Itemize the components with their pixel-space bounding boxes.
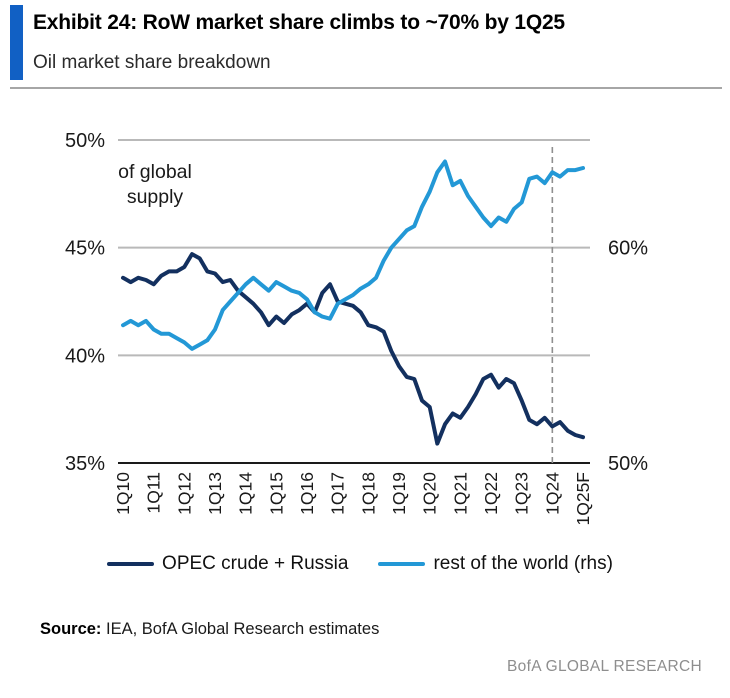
series-line-opec-russia: [121, 252, 585, 446]
legend-item-opec: OPEC crude + Russia: [107, 553, 348, 575]
x-axis-tick: 1Q25F: [573, 472, 593, 526]
left-axis-tick: 35%: [65, 453, 105, 475]
x-axis-tick: 1Q20: [420, 472, 440, 515]
legend-label-row: rest of the world (rhs): [433, 553, 613, 574]
x-axis-tick: 1Q11: [144, 472, 164, 514]
x-axis-tick: 1Q24: [542, 472, 562, 515]
source-text: IEA, BofA Global Research estimates: [101, 620, 380, 638]
x-axis-tick: 1Q16: [297, 472, 317, 515]
x-axis-tick: 1Q10: [113, 472, 133, 515]
exhibit-subtitle: Oil market share breakdown: [33, 52, 271, 73]
chart-canvas: 50% 45% 40% 35% 60% 50% 1Q10 1Q11 1Q12 1Q13 1Q14 1Q…: [65, 130, 648, 526]
x-axis-tick: 1Q14: [236, 472, 256, 515]
x-axis-tick: 1Q17: [328, 472, 348, 515]
x-axis-tick: 1Q22: [481, 472, 501, 515]
legend-label-opec: OPEC crude + Russia: [162, 553, 349, 574]
chart-legend: OPEC crude + Russia rest of the world (r…: [10, 553, 710, 575]
x-axis-tick: 1Q12: [174, 472, 194, 515]
right-axis-tick: 50%: [608, 453, 648, 475]
x-axis-tick: 1Q21: [450, 472, 470, 515]
market-share-chart: 50% 45% 40% 35% 60% 50% 1Q10 1Q11 1Q12 1Q13 1Q14 1Q…: [0, 95, 730, 530]
x-axis-tick: 1Q13: [205, 472, 225, 515]
exhibit-accent-bar: [10, 5, 23, 80]
x-axis-tick: 1Q18: [358, 472, 378, 515]
source-line: Source: IEA, BofA Global Research estima…: [40, 620, 379, 639]
opec-line-swatch: [107, 562, 155, 566]
series-line-rest-of-world: [121, 159, 585, 351]
right-axis-tick: 60%: [608, 238, 648, 260]
annotation-of-global-supply: of global: [118, 161, 192, 183]
exhibit-title: Exhibit 24: RoW market share climbs to ~…: [33, 11, 565, 34]
left-axis-tick: 50%: [65, 130, 105, 152]
left-axis-tick: 40%: [65, 345, 105, 367]
header-divider: [10, 87, 722, 89]
annotation-of-global-supply: supply: [127, 186, 184, 208]
x-axis-tick: 1Q15: [266, 472, 286, 515]
x-axis-tick: 1Q23: [512, 472, 532, 515]
legend-item-row: rest of the world (rhs): [378, 553, 613, 575]
x-axis-tick: 1Q19: [389, 472, 409, 515]
research-footer: BofA GLOBAL RESEARCH: [507, 658, 702, 675]
row-line-swatch: [378, 562, 426, 566]
left-axis-tick: 45%: [65, 238, 105, 260]
source-label: Source:: [40, 620, 102, 638]
